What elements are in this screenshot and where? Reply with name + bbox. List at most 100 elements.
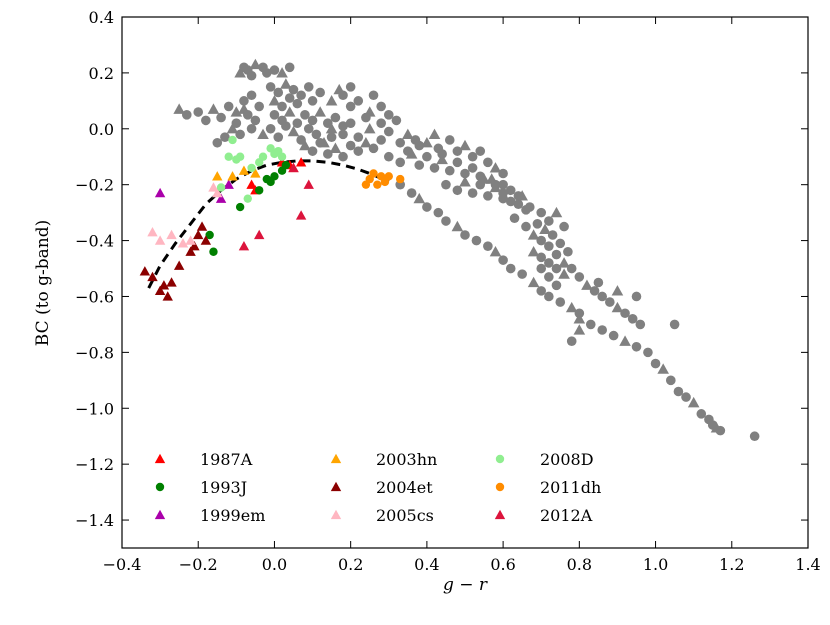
cloud-point xyxy=(749,431,760,442)
data-point-2011dh xyxy=(373,180,382,189)
cloud-point xyxy=(483,241,493,251)
cloud-point xyxy=(268,95,281,106)
data-point-2003hn xyxy=(250,168,261,178)
cloud-point xyxy=(193,107,204,117)
cloud-point xyxy=(573,324,586,335)
cloud-point xyxy=(536,207,547,218)
cloud-point xyxy=(413,192,426,204)
legend-label-1993J: 1993J xyxy=(200,478,247,497)
data-point-2008D xyxy=(228,135,237,145)
x-tick-label: 0.8 xyxy=(567,555,592,574)
cloud-point xyxy=(283,106,296,117)
cloud-point xyxy=(589,286,600,296)
cloud-point xyxy=(433,207,444,218)
cloud-point xyxy=(483,157,493,168)
cloud-point xyxy=(597,291,607,302)
cloud-point xyxy=(467,188,478,198)
legend-label-2004et: 2004et xyxy=(376,478,433,497)
cloud-point xyxy=(643,347,653,358)
cloud-point xyxy=(460,230,470,240)
cloud-point xyxy=(547,230,558,240)
cloud-point xyxy=(276,67,288,78)
data-point-2008D xyxy=(216,183,226,192)
data-point-2008D xyxy=(258,152,268,161)
legend-marker-2003hn xyxy=(330,453,342,464)
cloud-point xyxy=(513,191,524,201)
data-point-1987A xyxy=(246,179,257,189)
cloud-point xyxy=(226,122,239,134)
legend-marker-1987A xyxy=(154,453,166,464)
y-tick-label: −1.0 xyxy=(75,399,114,418)
cloud-point xyxy=(277,101,287,112)
cloud-point xyxy=(353,146,364,156)
background-cloud-layer xyxy=(173,58,760,442)
cloud-point xyxy=(441,179,451,190)
data-point-2003hn xyxy=(227,171,238,181)
series-1993J xyxy=(205,160,291,256)
cloud-point xyxy=(314,106,326,117)
cloud-point xyxy=(361,112,371,123)
data-point-2004et xyxy=(193,229,204,240)
data-point-2012A xyxy=(254,229,265,240)
legend-entry-2003hn: 2003hn xyxy=(330,450,437,469)
cloud-point xyxy=(551,263,562,274)
cloud-point xyxy=(559,221,569,232)
cloud-point xyxy=(527,276,540,288)
cloud-point xyxy=(414,160,425,170)
legend-entry-1999em: 1999em xyxy=(154,506,265,525)
x-tick-label: 1.0 xyxy=(643,555,668,574)
data-point-2011dh xyxy=(396,174,405,184)
cloud-point xyxy=(687,396,700,408)
legend-marker-2011dh xyxy=(495,482,505,492)
cloud-point xyxy=(280,78,292,89)
cloud-point xyxy=(284,62,295,73)
cloud-point xyxy=(593,277,604,288)
data-point-2005cs xyxy=(166,229,177,240)
cloud-point xyxy=(273,132,284,142)
data-point-2004et xyxy=(196,221,208,231)
legend-marker-2012A xyxy=(494,509,506,520)
cloud-point xyxy=(246,90,257,101)
cloud-point xyxy=(353,96,364,106)
cloud-point xyxy=(669,319,680,330)
cloud-point xyxy=(550,206,563,218)
cloud-point xyxy=(460,168,470,179)
legend-marker-1999em xyxy=(154,509,166,520)
cloud-point xyxy=(403,146,413,156)
cloud-point xyxy=(517,269,527,279)
cloud-point xyxy=(483,191,493,201)
cloud-point xyxy=(436,153,448,165)
cloud-point xyxy=(475,171,486,182)
cloud-point xyxy=(581,279,593,290)
plot-frame xyxy=(121,16,809,549)
data-point-1993J xyxy=(205,230,214,240)
data-point-2005cs xyxy=(154,235,166,245)
cloud-point xyxy=(265,82,276,92)
y-tick-label: −1.2 xyxy=(75,455,114,474)
cloud-point xyxy=(489,245,502,257)
cloud-point xyxy=(681,392,691,402)
legend-marker-2004et xyxy=(330,481,342,492)
legend-label-2011dh: 2011dh xyxy=(540,478,601,497)
data-point-2011dh xyxy=(384,172,393,181)
cloud-point xyxy=(201,115,211,126)
legend-label-2012A: 2012A xyxy=(540,506,593,525)
x-tick-label: −0.4 xyxy=(103,555,142,574)
cloud-point xyxy=(422,202,432,212)
cloud-point xyxy=(544,258,554,268)
x-tick-label: 0.0 xyxy=(262,555,287,574)
legend-label-2003hn: 2003hn xyxy=(376,450,437,469)
data-point-1993J xyxy=(235,202,245,212)
data-point-2004et xyxy=(158,280,170,290)
cloud-point xyxy=(471,235,482,246)
cloud-point xyxy=(338,129,348,140)
cloud-point xyxy=(467,151,478,162)
cloud-point xyxy=(303,82,314,92)
data-point-2008D xyxy=(235,152,245,161)
data-point-2011dh xyxy=(369,169,378,178)
data-point-1999em xyxy=(223,179,234,189)
data-point-2004et xyxy=(189,240,200,251)
cloud-point xyxy=(325,122,338,134)
cloud-point xyxy=(527,229,540,240)
cloud-point xyxy=(257,128,269,140)
